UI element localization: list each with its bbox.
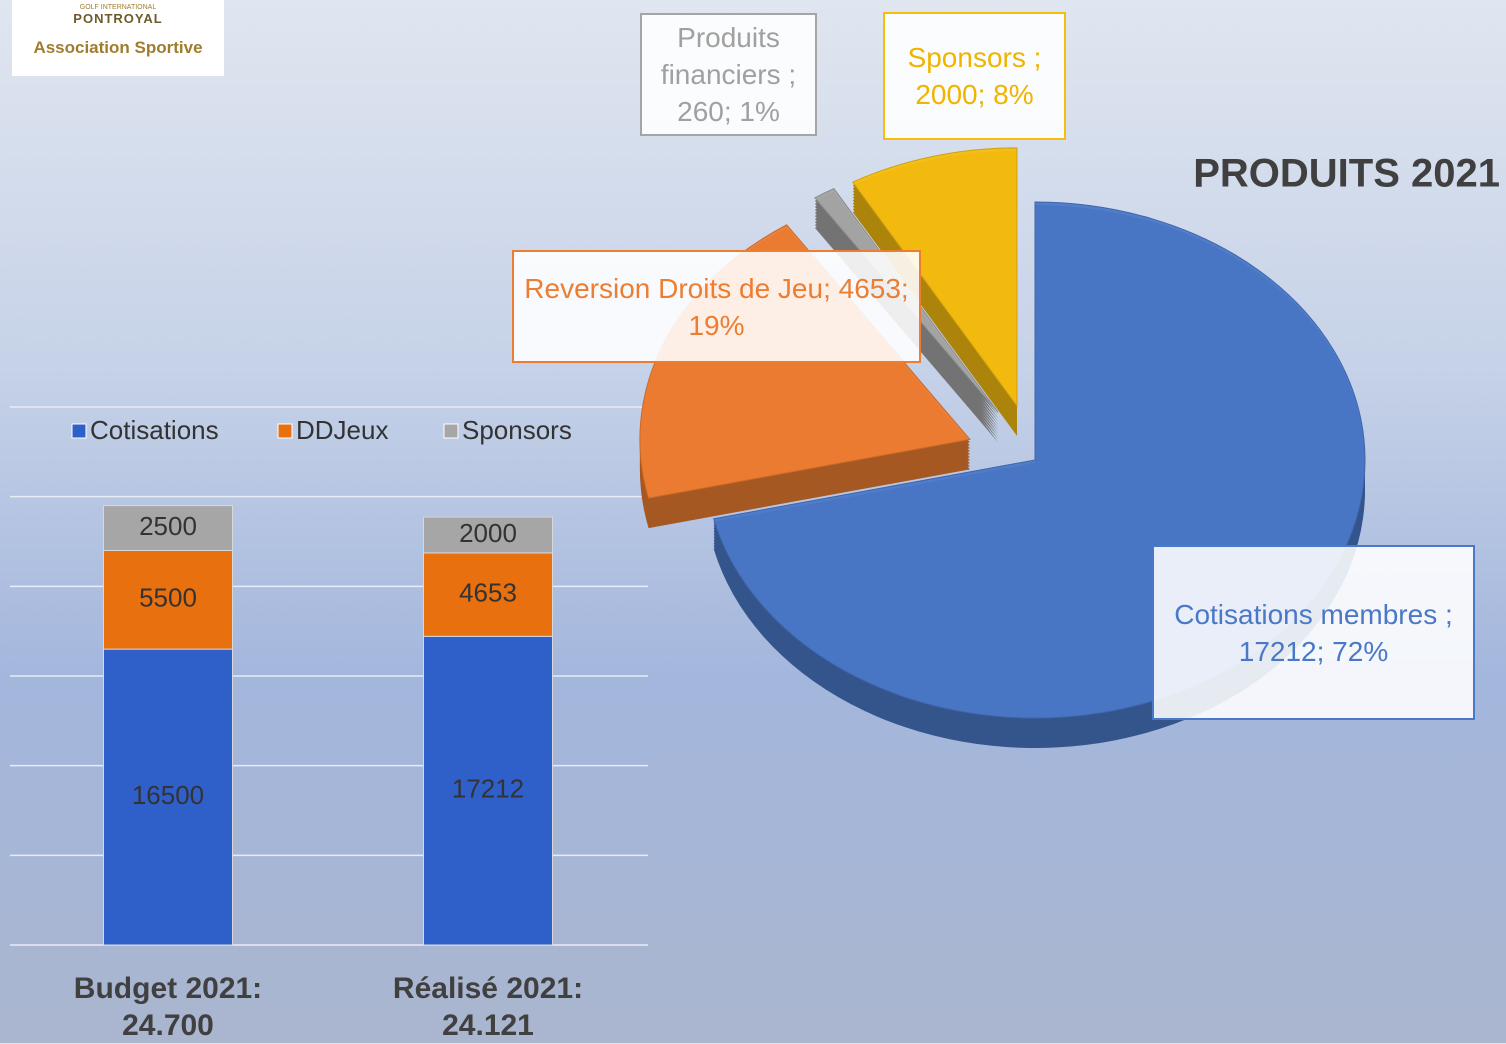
pie-title: PRODUITS 2021: [1193, 152, 1500, 196]
data-label: 4653: [459, 577, 517, 607]
logo-line: Association Sportive: [33, 38, 203, 57]
bar-segment: [423, 552, 553, 637]
data-label: Sponsors ; 2000; 8%: [883, 12, 1066, 140]
data-label: Cotisations membres ; 17212; 72%: [1152, 545, 1475, 720]
data-label: Produits financiers ; 260; 1%: [640, 13, 817, 136]
bar-segment: [103, 505, 233, 551]
data-label: 17212: [452, 774, 524, 804]
logo: GOLF INTERNATIONAL PONTROYAL Association…: [12, 0, 224, 76]
data-label: Reversion Droits de Jeu; 4653; 19%: [512, 250, 921, 363]
legend-marker: [443, 423, 459, 439]
legend-marker: [277, 423, 293, 439]
legend-label: Cotisations: [90, 415, 219, 445]
x-tick-label: Budget 2021: 24.700: [73, 972, 263, 1042]
data-label: 5500: [139, 583, 197, 613]
x-tick-label: Réalisé 2021: 24.121: [392, 972, 584, 1042]
data-label: 2500: [139, 511, 197, 541]
data-label: 16500: [132, 780, 204, 810]
legend-label: Sponsors: [462, 415, 572, 445]
logo-line: GOLF INTERNATIONAL: [79, 4, 157, 11]
logo-line: PONTROYAL: [73, 11, 163, 26]
legend-marker: [71, 423, 87, 439]
data-label: 2000: [459, 518, 517, 548]
bar-segment: [103, 648, 233, 946]
legend-label: DDJeux: [296, 415, 388, 445]
bar-segment: [423, 516, 553, 554]
pie-slice: [851, 147, 1018, 408]
